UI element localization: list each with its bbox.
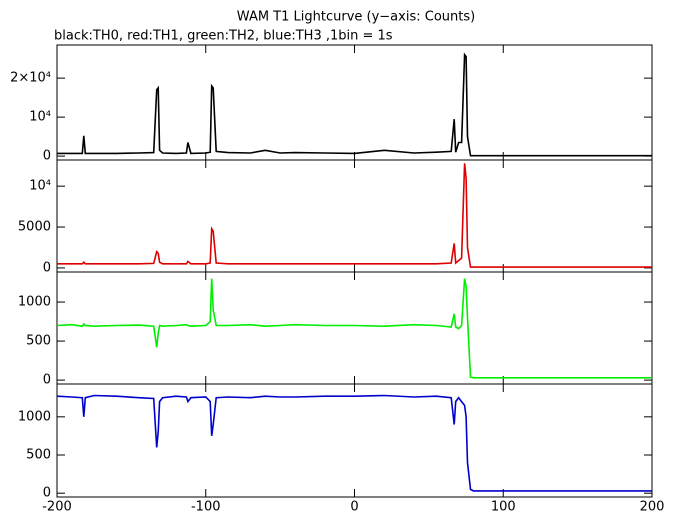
panel-frame [56, 383, 653, 498]
light-curve [57, 163, 652, 268]
panel-frame [56, 44, 653, 161]
y-tick-label: 2×10⁴ [10, 71, 51, 86]
chart-subtitle: black:TH0, red:TH1, green:TH2, blue:TH3 … [54, 29, 393, 44]
y-tick-label: 0 [43, 486, 51, 501]
y-tick-label: 10⁴ [29, 179, 51, 194]
y-tick-label: 1000 [18, 295, 51, 310]
light-curve [56, 278, 652, 379]
x-tick-label: 200 [640, 500, 665, 515]
y-tick-label: 500 [26, 334, 51, 349]
x-tick-label: -100 [191, 500, 221, 515]
panel-frame [56, 159, 653, 273]
y-tick-label: 1000 [18, 409, 51, 424]
y-tick-label: 0 [43, 149, 51, 164]
x-tick-label: 0 [350, 500, 358, 515]
y-tick-label: 5000 [18, 220, 51, 235]
light-curve [56, 394, 652, 492]
y-tick-label: 10⁴ [29, 110, 51, 125]
y-tick-label: 500 [26, 448, 51, 463]
chart-title: WAM T1 Lightcurve (y−axis: Counts) [237, 10, 475, 25]
panel-frame [56, 271, 653, 385]
x-tick-label: -200 [42, 500, 72, 515]
light-curve [57, 52, 652, 157]
y-tick-label: 0 [43, 260, 51, 275]
y-tick-label: 0 [43, 373, 51, 388]
x-tick-label: 100 [491, 500, 516, 515]
